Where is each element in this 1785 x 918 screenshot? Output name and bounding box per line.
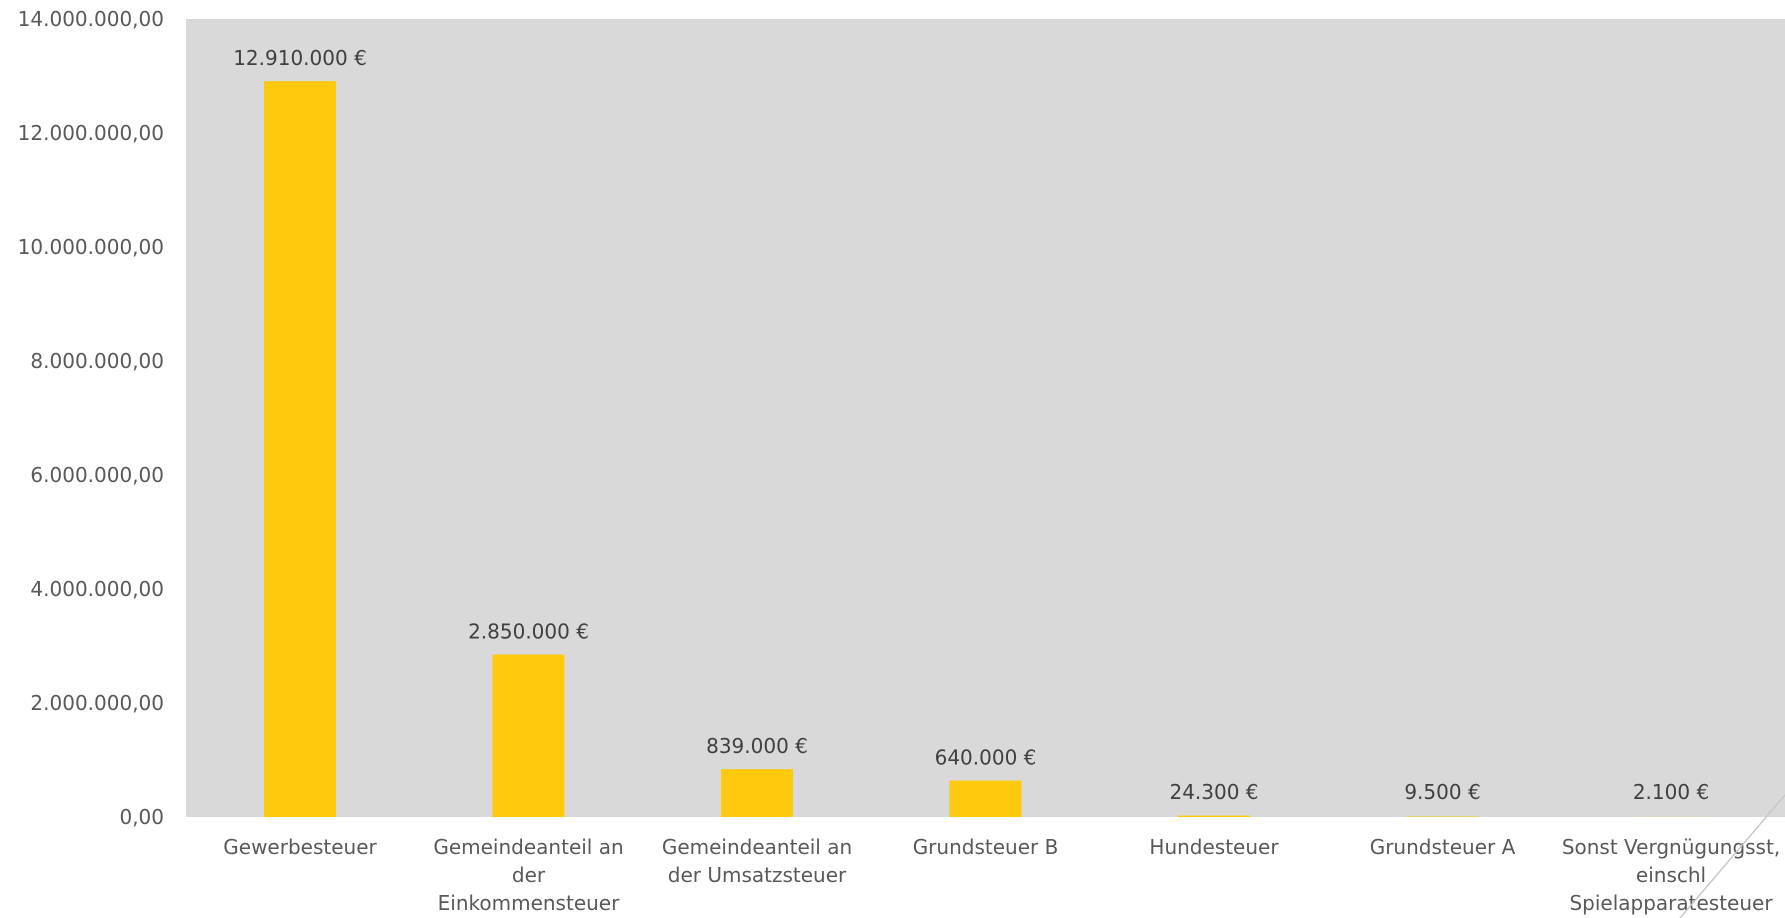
category-label: Grundsteuer B (913, 835, 1059, 859)
bar (1178, 815, 1250, 817)
decorative-corner-line (1679, 794, 1785, 918)
data-label: 839.000 € (706, 734, 808, 758)
bar (264, 81, 336, 817)
y-tick-label: 0,00 (119, 805, 164, 829)
data-label: 9.500 € (1404, 780, 1480, 804)
y-tick-label: 10.000.000,00 (18, 235, 164, 259)
bar (492, 654, 565, 817)
data-label: 640.000 € (935, 746, 1037, 770)
data-label: 12.910.000 € (233, 46, 367, 70)
y-tick-label: 6.000.000,00 (30, 463, 164, 487)
y-tick-label: 14.000.000,00 (18, 7, 164, 31)
data-label: 2.100 € (1633, 780, 1709, 804)
bar-series (264, 81, 1707, 817)
y-axis: 0,00 2.000.000,00 4.000.000,00 6.000.000,00… (18, 7, 164, 829)
bar (1406, 816, 1479, 817)
y-tick-label: 2.000.000,00 (30, 691, 164, 715)
category-label: Gewerbesteuer (223, 835, 377, 859)
data-labels: 12.910.000 € 2.850.000 € 839.000 € 640.000 … (233, 46, 1709, 804)
plot-area (186, 19, 1785, 817)
bar (721, 769, 793, 817)
y-tick-label: 12.000.000,00 (18, 121, 164, 145)
data-label: 2.850.000 € (468, 620, 589, 644)
category-label: Gemeindeanteil an der Einkommensteuer (433, 835, 623, 915)
category-label: Hundesteuer (1149, 835, 1279, 859)
bar (949, 780, 1022, 817)
x-axis: Gewerbesteuer Gemeindeanteil an der Einkomm… (223, 835, 1780, 915)
category-label: Sonst Vergnügungsst, einschl Spielapparate… (1562, 835, 1780, 915)
y-tick-label: 8.000.000,00 (30, 349, 164, 373)
category-label: Gemeindeanteil an der Umsatzsteuer (662, 835, 852, 887)
y-tick-label: 4.000.000,00 (30, 577, 164, 601)
data-label: 24.300 € (1169, 780, 1258, 804)
category-label: Grundsteuer A (1370, 835, 1516, 859)
